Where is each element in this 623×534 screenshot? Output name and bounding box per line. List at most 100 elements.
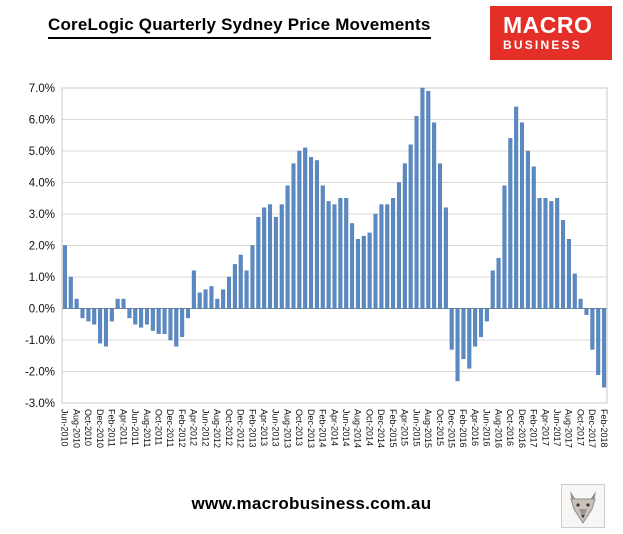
x-axis-tick-label: Oct-2017 (575, 409, 585, 446)
chart-bar (379, 204, 384, 309)
chart-bar (391, 198, 396, 309)
chart-bar (525, 150, 530, 309)
x-axis-tick-label: Jun-2010 (60, 409, 70, 447)
chart-bar (385, 204, 390, 309)
chart-bar (297, 150, 302, 309)
chart-bar (309, 157, 314, 309)
chart-bar (320, 185, 325, 309)
chart-bar (355, 238, 360, 309)
chart-bar (86, 308, 91, 322)
chart-bar (62, 245, 67, 309)
chart-bar (344, 198, 349, 309)
chart-bar (291, 163, 296, 309)
chart-bar (508, 138, 513, 309)
chart-bar (191, 270, 196, 309)
chart-bar (408, 144, 413, 309)
chart-bar (531, 166, 536, 309)
chart-bar (314, 160, 319, 309)
chart-bar (443, 207, 448, 309)
y-axis-tick-label: -2.0% (25, 367, 55, 379)
y-axis-tick-label: 3.0% (29, 209, 55, 221)
chart-bar (162, 308, 167, 334)
x-axis-tick-label: Apr-2011 (118, 409, 128, 445)
plot-border (61, 87, 608, 404)
x-axis-tick-label: Jun-2014 (341, 409, 351, 447)
chart-bar (279, 204, 284, 309)
chart-bar (150, 308, 155, 331)
x-axis-tick-label: Jun-2011 (130, 409, 140, 446)
x-axis-tick-label: Feb-2013 (247, 409, 257, 448)
chart-bar (350, 223, 355, 309)
chart-bar (455, 308, 460, 382)
chart-bar (373, 213, 378, 309)
chart-bar (478, 308, 484, 338)
chart-bar (414, 116, 419, 309)
x-axis-tick-label: Jun-2016 (482, 409, 492, 447)
x-axis-tick-label: Aug-2011 (142, 409, 152, 447)
x-axis-tick-label: Feb-2011 (107, 409, 117, 447)
macrobusiness-logo-macro: MACRO (503, 12, 593, 38)
chart-bar (203, 289, 208, 309)
x-axis-tick-label: Aug-2010 (71, 409, 81, 448)
chart-bar (502, 185, 507, 309)
x-axis-tick-label: Feb-2016 (458, 409, 468, 448)
chart-bar (396, 182, 401, 309)
chart-bar (226, 276, 232, 309)
wolf-logo (561, 484, 605, 528)
chart-bar (285, 185, 290, 309)
x-axis-tick-label: Dec-2017 (587, 409, 597, 448)
chart-bar (174, 308, 179, 347)
chart-bar (496, 257, 501, 309)
wolf-icon (570, 491, 596, 524)
chart-bar (426, 90, 431, 309)
y-axis-tick-label: 1.0% (29, 272, 55, 284)
y-axis-tick-label: 5.0% (29, 146, 55, 158)
chart-bar (361, 235, 366, 309)
chart-bar (338, 198, 343, 309)
x-axis-tick-label: Oct-2010 (83, 409, 93, 446)
chart-bar (543, 198, 548, 309)
chart-bar (268, 204, 273, 309)
x-axis-tick-label: Jun-2013 (271, 409, 281, 447)
y-axis-tick-label: 7.0% (29, 83, 55, 95)
chart-bar (572, 273, 577, 309)
x-axis-tick-label: Feb-2014 (318, 409, 328, 448)
chart-bar (520, 122, 525, 309)
chart-bar (490, 270, 495, 309)
chart-bar (68, 276, 73, 309)
x-axis-tick-label: Oct-2011 (153, 409, 163, 445)
x-axis-tick-label: Apr-2014 (329, 409, 339, 446)
chart-canvas: 7.0% 6.0% 5.0% 4.0% 3.0% 2.0% 1.0% 0.0% -1.0% -2.… (25, 83, 609, 448)
chart-bar (273, 216, 278, 309)
x-axis-tick-label: Apr-2017 (540, 409, 550, 446)
chart-bar (92, 308, 97, 325)
site-url: www.macrobusiness.com.au (191, 494, 432, 513)
x-axis-tick-label: Oct-2012 (224, 409, 234, 446)
chart-bar (432, 122, 437, 309)
chart-bar (584, 308, 589, 316)
x-axis-tick-label: Apr-2012 (189, 409, 199, 446)
chart-bar (561, 220, 566, 309)
x-axis-tick-label: Apr-2016 (470, 409, 480, 446)
chart-bar (109, 308, 114, 322)
x-axis-tick-label: Dec-2015 (447, 409, 457, 448)
bar-chart: 7.0% 6.0% 5.0% 4.0% 3.0% 2.0% 1.0% 0.0% -1.0% -2.… (0, 70, 623, 478)
chart-title: CoreLogic Quarterly Sydney Price Movemen… (48, 15, 431, 39)
x-axis-tick-label: Oct-2014 (364, 409, 374, 446)
chart-bar (238, 254, 243, 309)
x-axis-tick-label: Aug-2014 (353, 409, 363, 448)
chart-bar (144, 308, 149, 325)
x-axis-tick-label: Aug-2015 (423, 409, 433, 448)
chart-bar (537, 198, 542, 309)
chart-bar (80, 308, 85, 319)
chart-bar (262, 207, 267, 309)
macrobusiness-logo-business: BUSINESS (503, 38, 582, 52)
chart-bar (256, 216, 261, 309)
chart-bar (197, 292, 202, 309)
chart-bar (244, 270, 249, 309)
chart-bar (98, 308, 103, 344)
chart-bar (332, 204, 337, 309)
chart-bar (156, 308, 161, 334)
chart-bar (590, 308, 595, 350)
